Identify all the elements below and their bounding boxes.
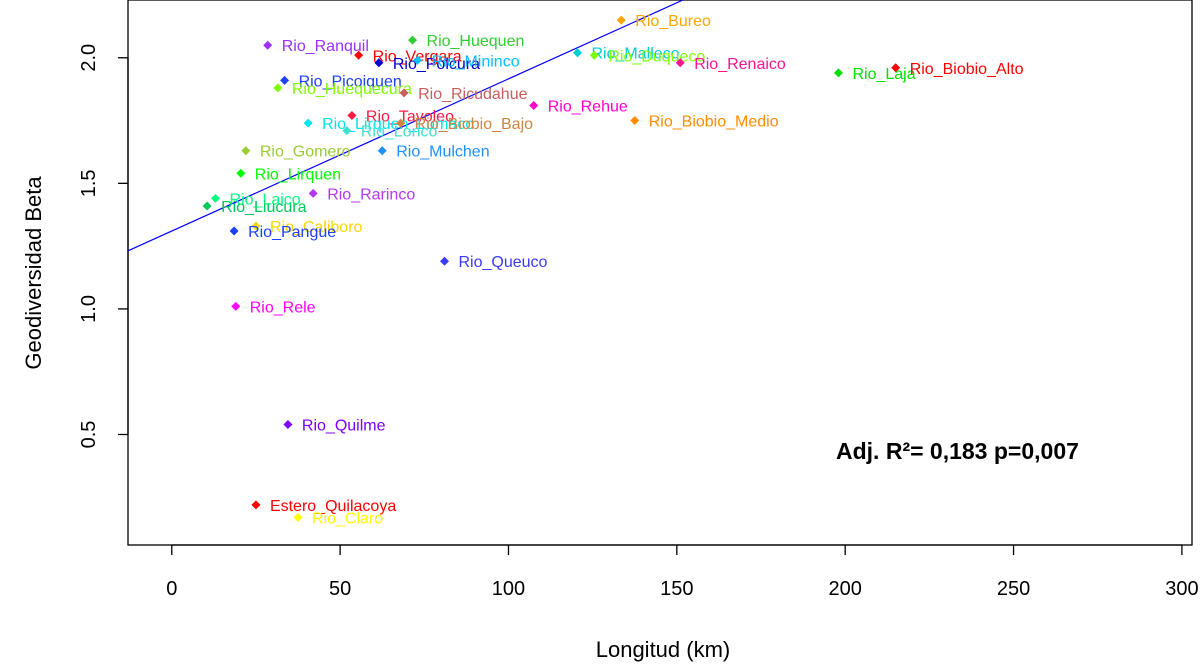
data-point [229,226,239,236]
data-point [236,168,246,178]
data-point [630,116,640,126]
data-point [347,111,357,121]
data-point [440,256,450,266]
data-point [303,118,313,128]
point-label: Rio_Biobio_Medio [649,114,779,131]
regression-layer [127,0,684,252]
data-point [263,40,273,50]
point-label: Rio_Huequen [427,33,525,50]
point-label: Rio_Huequecura [292,81,412,98]
point-label: Rio_Rele [250,299,316,316]
data-point [573,48,583,58]
y-tick-label: 0.5 [78,421,100,449]
point-label: Rio_Lirquen [255,166,341,183]
point-label: Rio_Caliboro [270,219,363,236]
data-point [280,75,290,85]
y-axis: 0.5 1.0 1.5 2.0 [78,44,129,449]
point-label: Rio_Biobio_Bajo [415,116,533,133]
point-label: Rio_Mininco [432,53,520,70]
x-axis: 0 50 100 150 200 250 300 [166,544,1199,600]
point-label: Rio_Queuco [459,254,548,271]
data-point [396,118,406,128]
data-point [675,58,685,68]
x-tick-label: 200 [829,578,862,600]
point-label: Rio_Tavoleo [366,109,454,126]
regression-line [127,0,684,252]
points-layer: Rio_Bureo Rio_Ranquil Rio_Huequen Rio_Malle… [202,13,1024,527]
point-label: Rio_Mulchen [396,144,489,161]
data-point [293,512,303,522]
data-point [529,100,539,110]
point-label: Rio_Rarinco [327,186,415,203]
data-point [211,193,221,203]
data-point [308,188,318,198]
x-tick-label: 150 [660,578,693,600]
point-label: Rio_Pangue [248,224,336,241]
data-point [231,301,241,311]
data-point [283,419,293,429]
data-point [354,50,364,60]
x-tick-label: 250 [997,578,1030,600]
data-point [891,63,901,73]
data-point [374,58,384,68]
point-label: Rio_Claro [312,510,383,527]
point-label: Rio_Biobio_Alto [910,61,1024,78]
y-axis-title: Geodiversidad Beta [21,176,46,370]
data-point [251,500,261,510]
regression-stats-annotation: Adj. R²= 0,183 p=0,007 [836,438,1079,464]
x-tick-label: 0 [166,578,177,600]
point-label: Rio_Laico [230,191,301,208]
point-label: Rio_Ricudahue [418,86,528,103]
point-label: Rio_Laja [852,66,915,83]
data-point [377,146,387,156]
x-tick-label: 300 [1165,578,1198,600]
point-label: Rio_Quilme [302,417,386,434]
data-point [616,15,626,25]
data-point [589,50,599,60]
y-tick-label: 1.0 [78,295,100,323]
point-label: Rio_Lonco [361,124,438,141]
data-point [833,68,843,78]
point-label: Rio_Ranquil [282,38,369,55]
x-tick-label: 100 [492,578,525,600]
point-label: Rio_Duqueco [608,48,705,65]
x-tick-label: 50 [329,578,351,600]
point-label: Estero_Quilacoya [270,498,396,515]
data-point [273,83,283,93]
data-point [251,221,261,231]
data-point [342,126,352,136]
point-label: Rio_Malleco [592,46,680,63]
data-point [202,201,212,211]
point-label: Rio_Bureo [635,13,711,30]
y-tick-label: 1.5 [78,169,100,197]
data-point [408,35,418,45]
point-label: Rio_Liucura [221,199,306,216]
x-axis-title: Longitud (km) [596,637,731,662]
point-label: Rio_Rehue [548,98,628,115]
y-tick-label: 2.0 [78,44,100,72]
point-label: Rio_Gomero [260,144,351,161]
point-label: Rio_Picoiquen [299,73,402,90]
point-label: Rio_Renaico [694,56,786,73]
data-point [399,88,409,98]
data-point [413,55,423,65]
data-point [241,146,251,156]
